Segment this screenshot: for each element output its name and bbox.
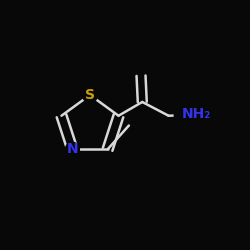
Circle shape xyxy=(82,88,98,102)
Circle shape xyxy=(65,142,79,156)
Text: N: N xyxy=(66,142,78,156)
Circle shape xyxy=(174,105,195,126)
Text: NH₂: NH₂ xyxy=(182,108,212,122)
Text: S: S xyxy=(85,88,95,102)
